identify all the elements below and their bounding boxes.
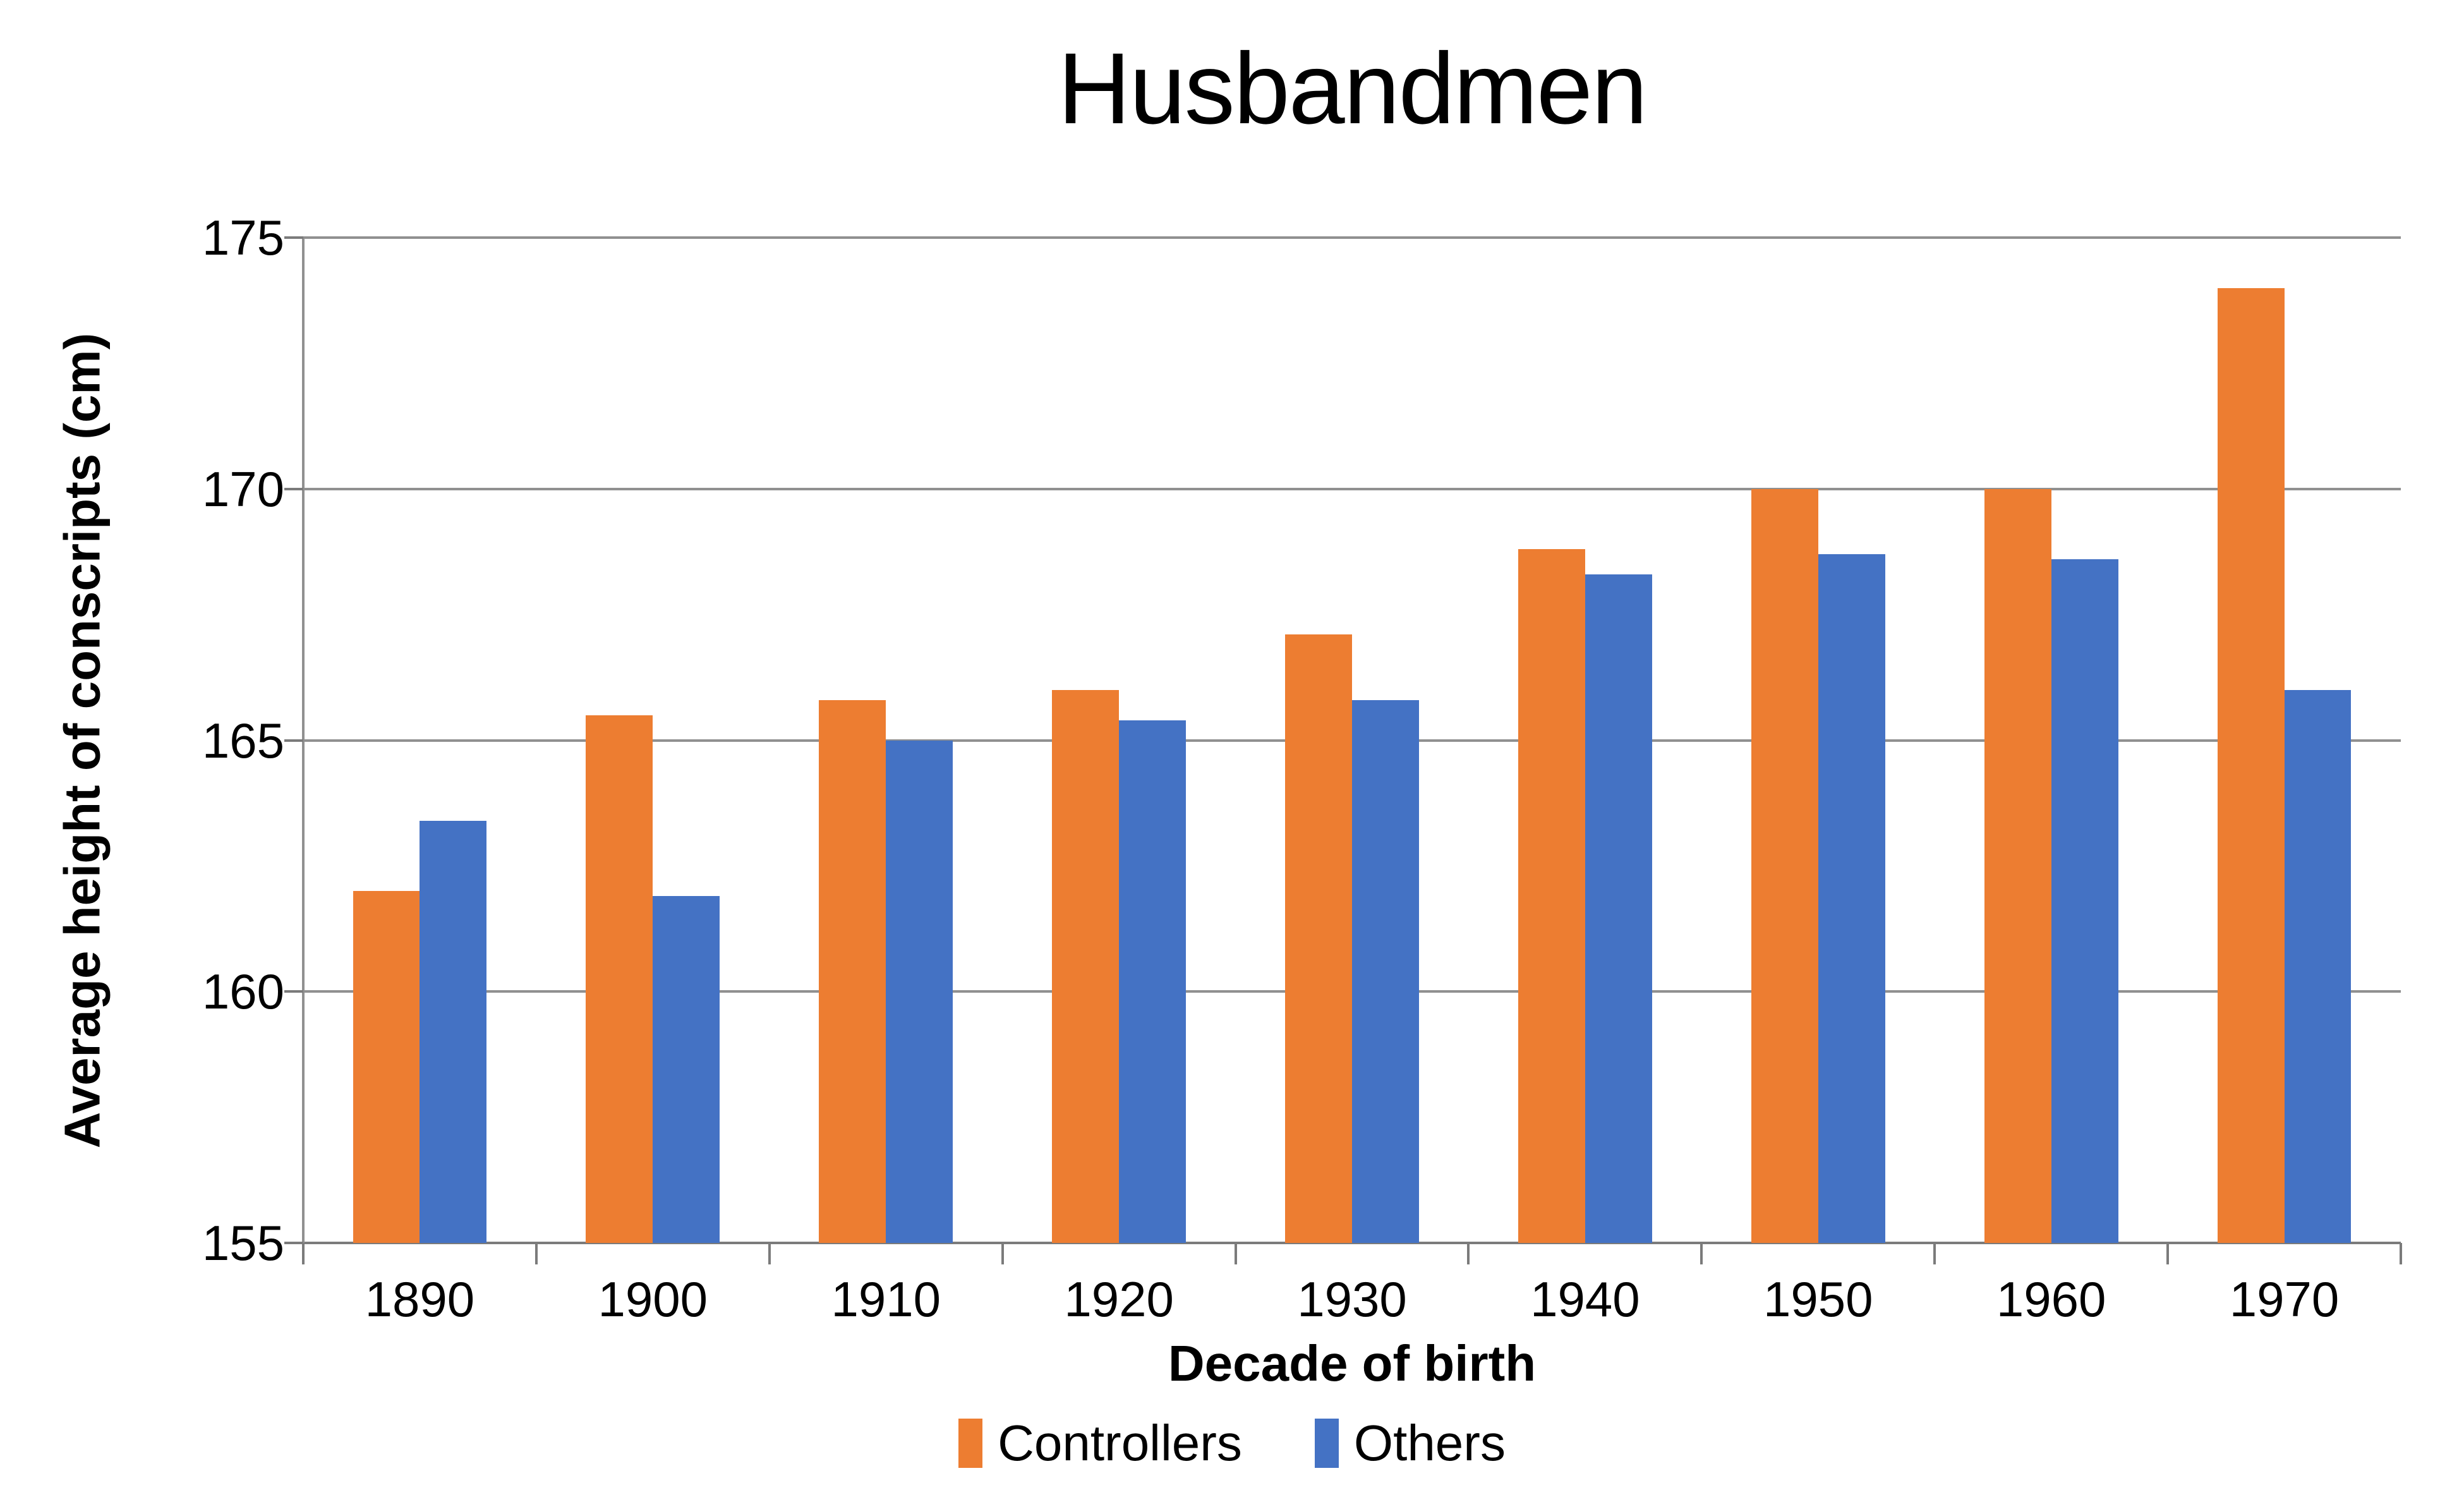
y-tick-mark-165 [284,739,303,742]
x-tick-mark-4 [1234,1243,1237,1264]
bar-others-1930 [1352,700,1419,1243]
y-tick-mark-160 [284,990,303,993]
gridline-170 [303,487,2401,490]
x-tick-mark-8 [2166,1243,2170,1264]
bar-controllers-1910 [819,700,886,1243]
y-tick-label-170: 170 [202,461,284,517]
bar-others-1900 [653,896,720,1243]
x-tick-label-1970: 1970 [2229,1271,2340,1327]
x-tick-label-1910: 1910 [831,1271,941,1327]
bar-others-1890 [420,820,487,1243]
y-axis-line [302,238,305,1243]
x-tick-mark-7 [1933,1243,1936,1264]
bar-controllers-1950 [1751,488,1818,1243]
plot-area [302,236,2401,1244]
bar-controllers-1920 [1052,689,1120,1243]
x-tick-label-1890: 1890 [365,1271,475,1327]
x-tick-label-1930: 1930 [1297,1271,1407,1327]
x-tick-mark-6 [1700,1243,1703,1264]
y-tick-label-175: 175 [202,210,284,265]
legend-label-controllers: Controllers [998,1415,1242,1471]
bar-controllers-1960 [1984,488,2051,1243]
legend: Controllers Others [0,1414,2464,1472]
legend-label-others: Others [1353,1415,1506,1471]
x-tick-label-1950: 1950 [1763,1271,1873,1327]
x-tick-mark-0 [302,1243,305,1264]
bar-controllers-1970 [2217,288,2285,1243]
y-tick-label-165: 165 [202,712,284,768]
x-axis-title: Decade of birth [1168,1335,1537,1391]
x-tick-mark-3 [1001,1243,1004,1264]
y-tick-mark-155 [284,1242,303,1244]
bar-others-1960 [2051,559,2118,1243]
bar-others-1970 [2284,689,2352,1243]
x-tick-mark-1 [534,1243,538,1264]
x-tick-label-1940: 1940 [1530,1271,1640,1327]
bar-controllers-1930 [1285,634,1352,1243]
bar-others-1950 [1818,554,1885,1243]
legend-item-others: Others [1314,1414,1506,1472]
x-tick-label-1960: 1960 [1996,1271,2106,1327]
bar-controllers-1890 [353,891,420,1243]
bar-controllers-1900 [586,715,653,1243]
bar-others-1940 [1585,574,1652,1243]
x-tick-mark-2 [768,1243,771,1264]
y-tick-label-160: 160 [202,964,284,1020]
legend-swatch-others [1314,1419,1339,1468]
gridline-155 [303,1242,2401,1244]
x-tick-mark-5 [1467,1243,1470,1264]
legend-item-controllers: Controllers [958,1414,1242,1472]
legend-swatch-controllers [958,1419,983,1468]
x-tick-mark-9 [2400,1243,2402,1264]
y-tick-mark-175 [284,236,303,239]
x-tick-label-1920: 1920 [1064,1271,1174,1327]
chart-title: Husbandmen [1058,32,1648,145]
bar-controllers-1940 [1518,549,1585,1243]
bar-others-1910 [886,740,953,1243]
x-tick-label-1900: 1900 [598,1271,708,1327]
y-tick-label-155: 155 [202,1215,284,1271]
bar-others-1920 [1119,720,1186,1243]
y-tick-mark-170 [284,487,303,490]
gridline-175 [303,236,2401,239]
